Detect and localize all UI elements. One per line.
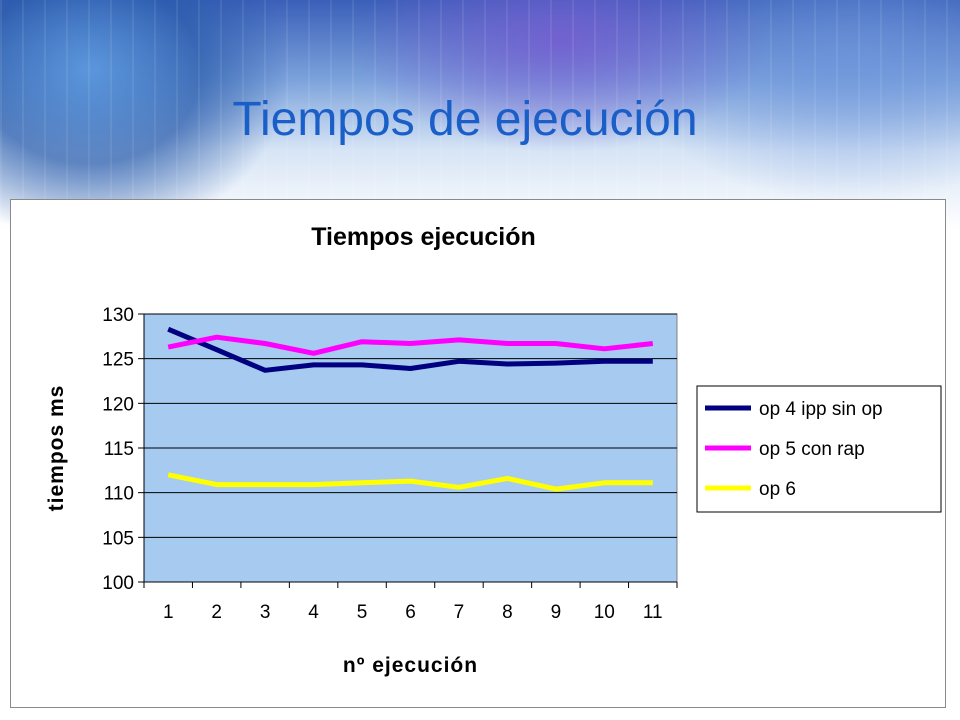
y-tick-label: 110 bbox=[104, 484, 134, 505]
y-tick-label: 130 bbox=[102, 305, 134, 326]
x-tick-label: 2 bbox=[211, 602, 222, 623]
x-tick-label: 11 bbox=[643, 602, 663, 623]
y-tick-label: 120 bbox=[102, 394, 134, 415]
y-tick-label: 100 bbox=[102, 573, 134, 594]
series-line-1 bbox=[167, 326, 653, 373]
x-tick-label: 9 bbox=[551, 602, 562, 623]
x-tick-label: 6 bbox=[405, 602, 416, 623]
x-tick-label: 8 bbox=[502, 602, 513, 623]
x-tick-label: 10 bbox=[594, 602, 615, 623]
y-tick-label: 125 bbox=[102, 350, 134, 371]
chart-frame: Tiempos ejecución 100 105 110 115 120 125 130 1 2… bbox=[10, 199, 946, 708]
y-tick-label: 115 bbox=[104, 439, 134, 460]
slide-title: Tiempos de ejecución bbox=[232, 93, 698, 146]
y-axis-title: tiempos ms bbox=[45, 385, 68, 512]
x-tick-label: 7 bbox=[454, 602, 465, 623]
x-axis-title: nº ejecución bbox=[343, 654, 478, 677]
series-line-2 bbox=[167, 334, 654, 356]
x-tick-label: 3 bbox=[260, 602, 271, 623]
legend-label-2: op 5 con rap bbox=[759, 439, 865, 460]
series-line-3 bbox=[167, 472, 653, 492]
legend-label-1: op 4 ipp sin op bbox=[759, 399, 883, 420]
x-tick-label: 4 bbox=[308, 602, 319, 623]
slide-background bbox=[0, 0, 960, 230]
x-tick-label: 1 bbox=[163, 602, 174, 623]
legend-label-3: op 6 bbox=[759, 479, 796, 500]
chart-title: Tiempos ejecución bbox=[311, 223, 536, 251]
x-tick-label: 5 bbox=[357, 602, 368, 623]
y-tick-label: 105 bbox=[102, 528, 134, 549]
